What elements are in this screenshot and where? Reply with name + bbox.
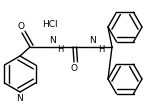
Text: H: H — [98, 45, 104, 54]
Text: N: N — [90, 36, 96, 45]
Text: HCl: HCl — [42, 20, 58, 29]
Text: O: O — [71, 64, 77, 73]
Text: O: O — [18, 22, 24, 31]
Text: N: N — [49, 36, 55, 45]
Text: N: N — [17, 94, 23, 103]
Text: H: H — [57, 45, 63, 54]
